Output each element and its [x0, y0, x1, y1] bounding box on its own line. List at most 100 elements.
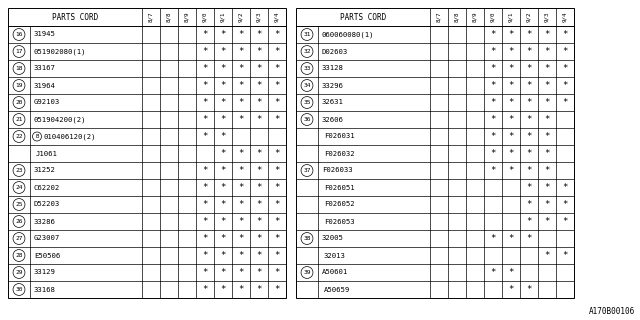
Text: *: *: [563, 217, 568, 226]
Text: 9/3: 9/3: [257, 12, 262, 22]
Text: 9/4: 9/4: [275, 12, 280, 22]
Text: *: *: [256, 166, 262, 175]
Text: 32631: 32631: [322, 100, 344, 106]
Text: *: *: [220, 183, 226, 192]
Text: *: *: [563, 251, 568, 260]
Text: 060060080(1): 060060080(1): [322, 31, 374, 38]
Text: *: *: [202, 115, 208, 124]
Text: *: *: [275, 285, 280, 294]
Text: *: *: [275, 30, 280, 39]
Text: 32606: 32606: [322, 116, 344, 123]
Text: *: *: [220, 81, 226, 90]
Text: *: *: [544, 30, 550, 39]
Text: *: *: [256, 30, 262, 39]
Text: *: *: [526, 183, 532, 192]
Text: *: *: [275, 268, 280, 277]
Text: C62202: C62202: [34, 185, 60, 190]
Text: *: *: [256, 285, 262, 294]
Text: *: *: [275, 183, 280, 192]
Text: *: *: [544, 98, 550, 107]
Text: 33168: 33168: [34, 286, 56, 292]
Text: *: *: [526, 30, 532, 39]
Text: *: *: [508, 149, 514, 158]
Text: *: *: [256, 64, 262, 73]
Text: *: *: [202, 98, 208, 107]
Text: 8/9: 8/9: [472, 12, 477, 22]
Text: *: *: [526, 217, 532, 226]
Text: G92103: G92103: [34, 100, 60, 106]
Text: *: *: [544, 115, 550, 124]
Text: 19: 19: [15, 83, 23, 88]
Text: *: *: [256, 183, 262, 192]
Text: *: *: [202, 64, 208, 73]
Text: *: *: [544, 132, 550, 141]
Text: 35: 35: [303, 100, 311, 105]
Text: *: *: [490, 268, 496, 277]
Text: *: *: [563, 81, 568, 90]
Text: 33128: 33128: [322, 66, 344, 71]
Text: *: *: [220, 47, 226, 56]
Text: *: *: [563, 183, 568, 192]
Text: F026031: F026031: [324, 133, 355, 140]
Bar: [8, 8, 286, 298]
Text: F026053: F026053: [324, 219, 355, 225]
Text: *: *: [256, 47, 262, 56]
Text: *: *: [220, 132, 226, 141]
Text: *: *: [202, 217, 208, 226]
Text: *: *: [544, 183, 550, 192]
Text: *: *: [256, 98, 262, 107]
Text: 9/0: 9/0: [202, 12, 207, 22]
Text: 9/1: 9/1: [509, 12, 513, 22]
Text: 051904200(2): 051904200(2): [34, 116, 86, 123]
Text: 8/8: 8/8: [454, 12, 460, 22]
Text: *: *: [490, 30, 496, 39]
Text: *: *: [275, 166, 280, 175]
Text: *: *: [202, 183, 208, 192]
Text: 9/0: 9/0: [490, 12, 495, 22]
Text: *: *: [526, 132, 532, 141]
Text: *: *: [563, 64, 568, 73]
Text: *: *: [202, 132, 208, 141]
Text: 31945: 31945: [34, 31, 56, 37]
Text: *: *: [202, 30, 208, 39]
Text: *: *: [544, 81, 550, 90]
Text: *: *: [202, 234, 208, 243]
Text: PARTS CORD: PARTS CORD: [52, 12, 98, 21]
Text: *: *: [256, 81, 262, 90]
Text: B: B: [35, 134, 38, 139]
Text: *: *: [526, 47, 532, 56]
Text: *: *: [256, 251, 262, 260]
Text: 33129: 33129: [34, 269, 56, 276]
Text: 24: 24: [15, 185, 23, 190]
Text: *: *: [490, 166, 496, 175]
Text: 33286: 33286: [34, 219, 56, 225]
Text: *: *: [275, 149, 280, 158]
Text: *: *: [490, 149, 496, 158]
Text: 31: 31: [303, 32, 311, 37]
Text: 31252: 31252: [34, 167, 56, 173]
Text: *: *: [490, 64, 496, 73]
Text: *: *: [220, 251, 226, 260]
Text: *: *: [275, 115, 280, 124]
Text: *: *: [275, 81, 280, 90]
Text: *: *: [544, 47, 550, 56]
Text: 23: 23: [15, 168, 23, 173]
Text: *: *: [490, 132, 496, 141]
Text: *: *: [544, 251, 550, 260]
Text: 28: 28: [15, 253, 23, 258]
Text: *: *: [256, 268, 262, 277]
Text: 33167: 33167: [34, 66, 56, 71]
Text: *: *: [220, 166, 226, 175]
Text: *: *: [490, 234, 496, 243]
Text: A50659: A50659: [324, 286, 350, 292]
Text: *: *: [238, 166, 244, 175]
Text: F026032: F026032: [324, 150, 355, 156]
Text: *: *: [256, 149, 262, 158]
Text: *: *: [275, 217, 280, 226]
Text: *: *: [526, 285, 532, 294]
Text: *: *: [256, 217, 262, 226]
Text: *: *: [238, 64, 244, 73]
Text: *: *: [238, 285, 244, 294]
Text: 27: 27: [15, 236, 23, 241]
Text: *: *: [238, 98, 244, 107]
